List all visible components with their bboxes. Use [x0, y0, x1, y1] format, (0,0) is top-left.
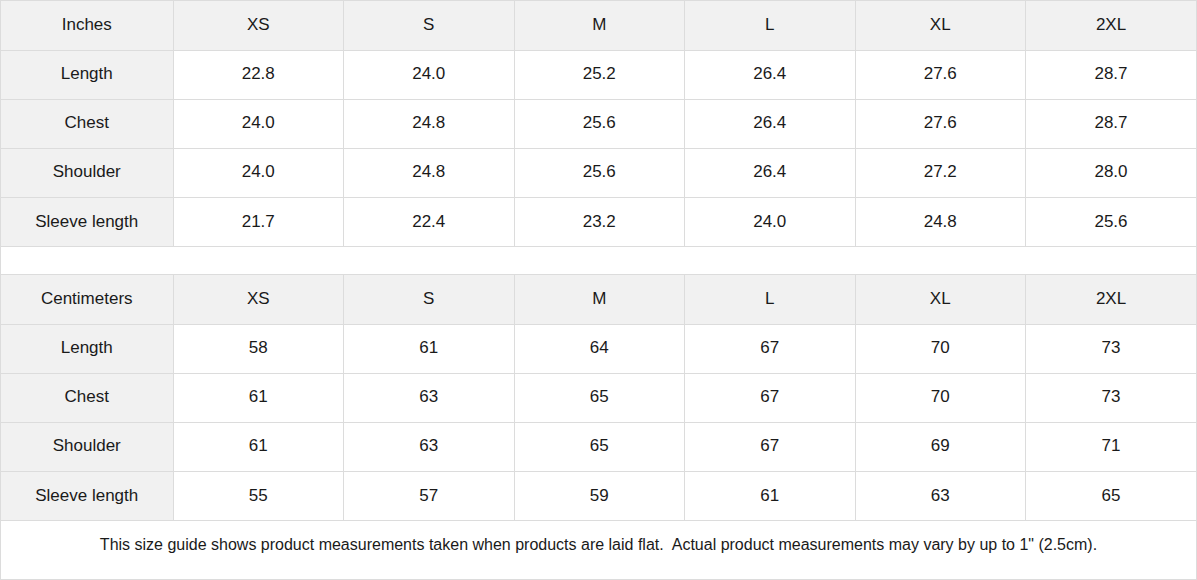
- centimeters-table: CentimetersXSSMLXL2XLLength586164677073C…: [1, 275, 1196, 520]
- value-cell: 57: [344, 471, 515, 520]
- value-cell: 25.6: [1026, 197, 1197, 246]
- size-header-cell: XS: [173, 275, 344, 324]
- value-cell: 25.6: [514, 99, 685, 148]
- row-label-cell: Length: [1, 324, 173, 373]
- header-row: CentimetersXSSMLXL2XL: [1, 275, 1196, 324]
- value-cell: 27.6: [855, 50, 1026, 99]
- value-cell: 59: [514, 471, 685, 520]
- footer-note: This size guide shows product measuremen…: [1, 520, 1196, 568]
- value-cell: 67: [685, 324, 856, 373]
- value-cell: 61: [344, 324, 515, 373]
- value-cell: 24.0: [344, 50, 515, 99]
- value-cell: 24.8: [344, 99, 515, 148]
- measurement-row: Sleeve length555759616365: [1, 471, 1196, 520]
- size-header-cell: XL: [855, 1, 1026, 50]
- value-cell: 24.0: [173, 148, 344, 197]
- size-header-cell: M: [514, 1, 685, 50]
- value-cell: 70: [855, 373, 1026, 422]
- measurement-row: Shoulder616365676971: [1, 422, 1196, 471]
- value-cell: 24.0: [173, 99, 344, 148]
- header-row: InchesXSSMLXL2XL: [1, 1, 1196, 50]
- size-guide-panel: InchesXSSMLXL2XLLength22.824.025.226.427…: [0, 0, 1197, 580]
- value-cell: 25.6: [514, 148, 685, 197]
- value-cell: 67: [685, 373, 856, 422]
- size-header-cell: XL: [855, 275, 1026, 324]
- value-cell: 22.4: [344, 197, 515, 246]
- value-cell: 70: [855, 324, 1026, 373]
- size-header-cell: S: [344, 1, 515, 50]
- value-cell: 28.7: [1026, 50, 1197, 99]
- value-cell: 71: [1026, 422, 1197, 471]
- value-cell: 64: [514, 324, 685, 373]
- value-cell: 21.7: [173, 197, 344, 246]
- value-cell: 55: [173, 471, 344, 520]
- value-cell: 61: [173, 373, 344, 422]
- value-cell: 24.8: [344, 148, 515, 197]
- size-header-cell: L: [685, 1, 856, 50]
- size-header-cell: 2XL: [1026, 1, 1197, 50]
- size-header-cell: L: [685, 275, 856, 324]
- table-gap: [1, 246, 1196, 275]
- row-label-cell: Sleeve length: [1, 197, 173, 246]
- value-cell: 28.7: [1026, 99, 1197, 148]
- value-cell: 69: [855, 422, 1026, 471]
- size-header-cell: XS: [173, 1, 344, 50]
- measurement-row: Shoulder24.024.825.626.427.228.0: [1, 148, 1196, 197]
- value-cell: 65: [514, 373, 685, 422]
- value-cell: 61: [685, 471, 856, 520]
- row-label-cell: Shoulder: [1, 148, 173, 197]
- value-cell: 26.4: [685, 99, 856, 148]
- value-cell: 23.2: [514, 197, 685, 246]
- value-cell: 65: [514, 422, 685, 471]
- row-label-cell: Shoulder: [1, 422, 173, 471]
- unit-header-cell: Inches: [1, 1, 173, 50]
- value-cell: 63: [344, 373, 515, 422]
- value-cell: 58: [173, 324, 344, 373]
- value-cell: 22.8: [173, 50, 344, 99]
- inches-table: InchesXSSMLXL2XLLength22.824.025.226.427…: [1, 1, 1196, 246]
- value-cell: 26.4: [685, 50, 856, 99]
- value-cell: 67: [685, 422, 856, 471]
- row-label-cell: Length: [1, 50, 173, 99]
- unit-header-cell: Centimeters: [1, 275, 173, 324]
- value-cell: 61: [173, 422, 344, 471]
- row-label-cell: Chest: [1, 99, 173, 148]
- measurement-row: Length586164677073: [1, 324, 1196, 373]
- size-header-cell: S: [344, 275, 515, 324]
- row-label-cell: Sleeve length: [1, 471, 173, 520]
- value-cell: 65: [1026, 471, 1197, 520]
- value-cell: 63: [855, 471, 1026, 520]
- value-cell: 26.4: [685, 148, 856, 197]
- value-cell: 73: [1026, 324, 1197, 373]
- value-cell: 63: [344, 422, 515, 471]
- value-cell: 27.6: [855, 99, 1026, 148]
- measurement-row: Sleeve length21.722.423.224.024.825.6: [1, 197, 1196, 246]
- size-header-cell: 2XL: [1026, 275, 1197, 324]
- size-header-cell: M: [514, 275, 685, 324]
- measurement-row: Chest616365677073: [1, 373, 1196, 422]
- measurement-row: Chest24.024.825.626.427.628.7: [1, 99, 1196, 148]
- value-cell: 24.0: [685, 197, 856, 246]
- value-cell: 24.8: [855, 197, 1026, 246]
- value-cell: 25.2: [514, 50, 685, 99]
- measurement-row: Length22.824.025.226.427.628.7: [1, 50, 1196, 99]
- value-cell: 73: [1026, 373, 1197, 422]
- value-cell: 28.0: [1026, 148, 1197, 197]
- value-cell: 27.2: [855, 148, 1026, 197]
- row-label-cell: Chest: [1, 373, 173, 422]
